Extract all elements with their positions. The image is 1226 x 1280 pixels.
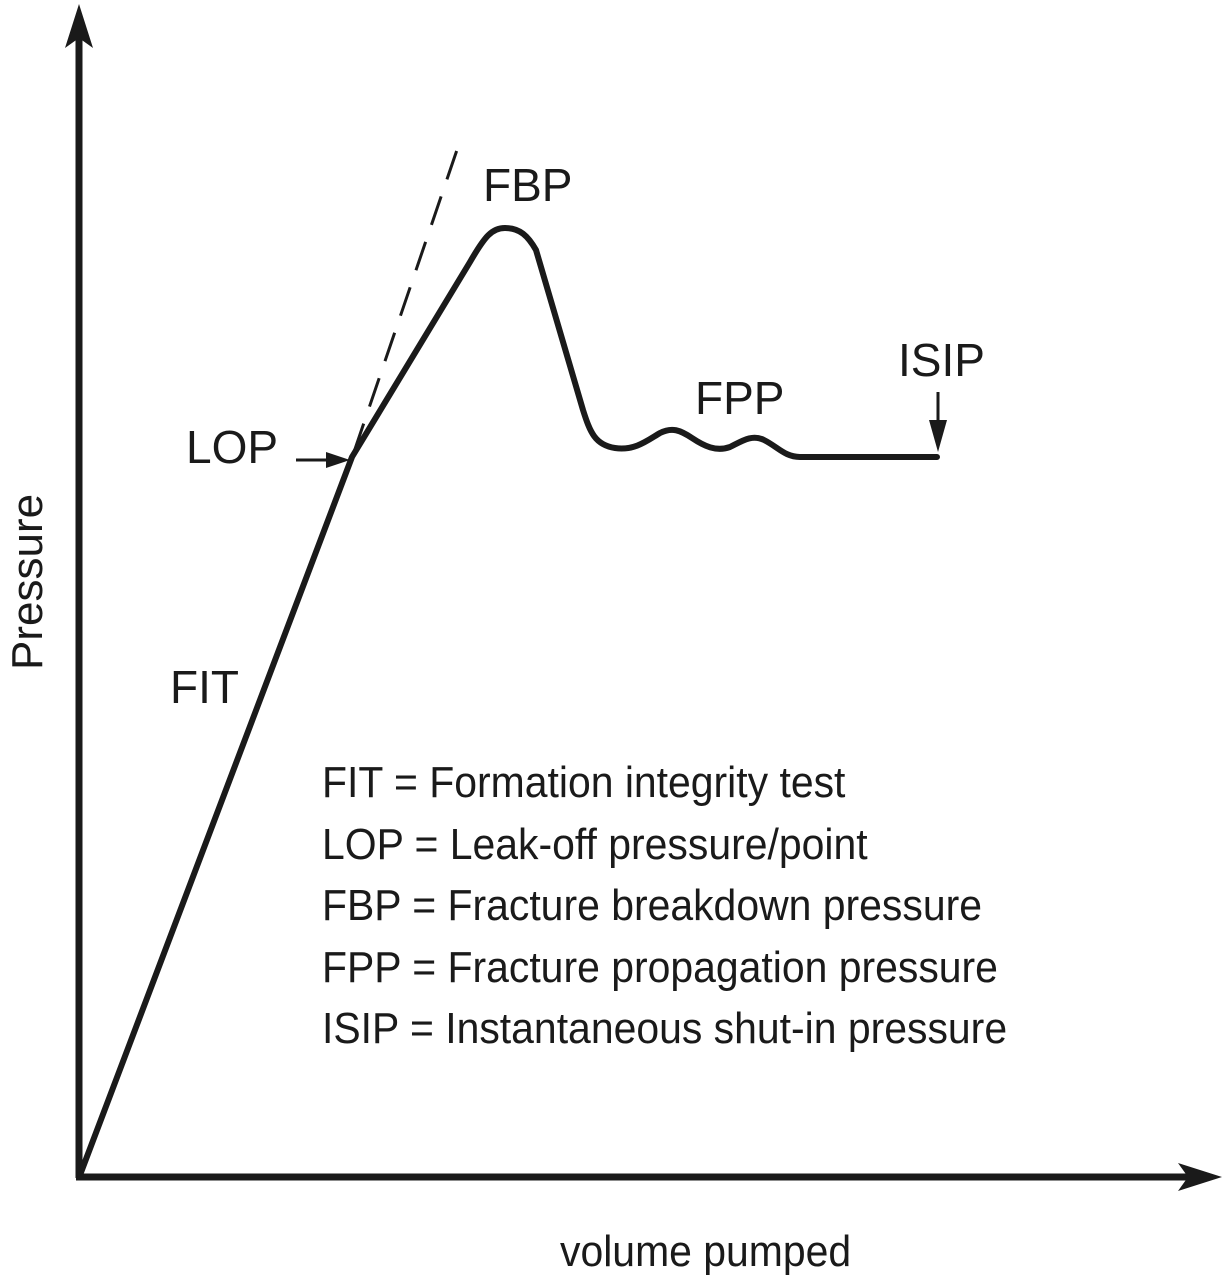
lop-arrow-icon — [296, 452, 350, 468]
x-axis-label: volume pumped — [560, 1227, 852, 1276]
legend-item-fbp: FBP = Fracture breakdown pressure — [322, 881, 982, 930]
y-axis-label: Pressure — [3, 493, 52, 670]
isip-arrow-icon — [929, 392, 947, 452]
abbreviation-legend: FIT = Formation integrity test LOP = Lea… — [322, 752, 1059, 1060]
legend-item-lop: LOP = Leak-off pressure/point — [322, 819, 868, 869]
lop-label: LOP — [186, 421, 279, 473]
isip-label: ISIP — [898, 334, 985, 386]
pressure-curve — [77, 225, 940, 1178]
x-axis-arrow-icon — [1178, 1163, 1222, 1191]
y-axis-arrow-icon — [65, 4, 93, 48]
extrapolation-dashed-line — [352, 143, 461, 453]
fit-label: FIT — [170, 661, 239, 713]
y-axis — [65, 4, 93, 1178]
legend-item-fit: FIT = Formation integrity test — [322, 758, 846, 807]
x-axis — [76, 1163, 1222, 1191]
fbp-label: FBP — [483, 159, 573, 211]
legend-item-isip: ISIP = Instantaneous shut-in pressure — [322, 1004, 1008, 1053]
legend-item-fpp: FPP = Fracture propagation pressure — [322, 942, 998, 992]
fpp-label: FPP — [695, 372, 785, 424]
